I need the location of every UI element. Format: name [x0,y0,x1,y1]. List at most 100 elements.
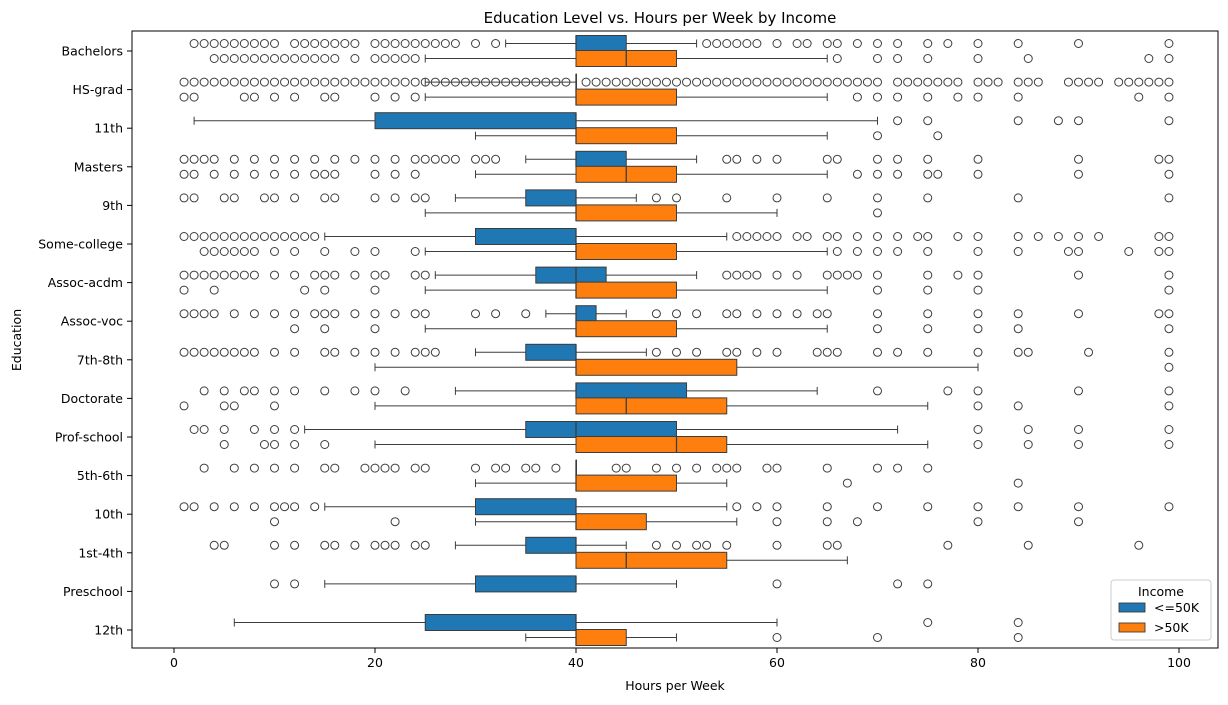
outlier-point [772,77,782,87]
outlier-point [330,270,340,280]
x-axis-label: Hours per Week [625,678,725,693]
outlier-point [239,386,249,396]
outlier-point [239,77,249,87]
outlier-point [1164,401,1174,411]
outlier-point [873,54,882,63]
outlier-point [430,39,440,48]
outlier-point [852,247,862,256]
y-tick-label-assoc-acdm: Assoc-acdm [48,275,123,290]
outlier-point [370,347,380,357]
outlier-point [290,232,300,241]
iqr-box [475,498,577,516]
outlier-point [320,540,330,550]
outlier-point [330,347,340,357]
outlier-point [732,502,742,512]
x-tick-label-20: 20 [367,655,383,670]
outlier-point [209,54,219,63]
outlier-point [229,347,239,357]
outlier-point [1013,92,1023,102]
outlier-point [702,540,712,550]
outlier-point [1074,116,1083,126]
outlier-point [1074,386,1083,396]
outlier-point [249,247,259,256]
outlier-point [280,502,290,512]
outlier-point [400,77,410,87]
y-tick-label-5th-6th: 5th-6th [77,468,123,483]
outlier-point [1164,502,1174,512]
outlier-point [1164,92,1174,102]
outlier-point [189,39,199,48]
outlier-point [189,92,199,102]
outlier-point [772,633,782,642]
box-prof-school-gt50k [219,436,1174,453]
outlier-point [290,440,300,449]
box-5th-6th-gt50k [475,474,1023,492]
outlier-point [360,463,370,473]
outlier-point [330,169,340,179]
iqr-box [575,127,677,145]
outlier-point [380,77,390,87]
y-tick-label-some-college: Some-college [38,237,123,252]
outlier-point [752,77,762,87]
box-7th-8th-gt50k [374,358,1174,376]
box-assoc-voc-gt50k [290,320,1174,338]
outlier-point [822,502,832,512]
outlier-point [270,347,279,357]
outlier-point [973,247,983,256]
outlier-point [320,440,330,449]
outlier-point [893,232,903,241]
outlier-point [219,247,229,256]
outlier-point [1013,193,1023,203]
outlier-point [370,247,380,256]
outlier-point [270,270,279,280]
outlier-point [722,77,732,87]
outlier-point [199,309,209,319]
outlier-point [923,270,933,280]
outlier-point [450,77,460,87]
outlier-point [320,324,330,334]
outlier-point [1164,440,1174,449]
outlier-point [400,54,410,63]
outlier-point [973,425,983,434]
outlier-point [923,39,933,48]
outlier-point [651,347,661,357]
outlier-point [973,54,983,63]
outlier-point [923,285,933,295]
outlier-point [1164,347,1174,357]
outlier-point [732,154,742,164]
outlier-point [430,347,440,357]
outlier-point [179,193,189,203]
outlier-point [973,92,983,102]
outlier-point [1013,309,1023,319]
outlier-point [270,77,279,87]
y-tick-label-prof-school: Prof-school [55,430,123,445]
outlier-point [330,92,340,102]
iqr-box [575,320,677,338]
outlier-point [440,39,450,48]
iqr-box [575,513,647,531]
outlier-point [390,347,400,357]
outlier-point [219,386,229,396]
outlier-point [1023,347,1033,357]
iqr-box [575,358,738,376]
outlier-point [239,54,249,63]
outlier-point [229,77,239,87]
outlier-point [209,270,219,280]
y-axis-ticks: Bachelors HS-grad 11th Masters 9th Some-colle… [38,44,132,638]
outlier-point [270,440,279,449]
outlier-point [873,232,882,241]
outlier-point [270,502,279,512]
outlier-point [330,154,340,164]
outlier-point [651,77,661,87]
outlier-point [852,39,862,48]
outlier-point [410,540,420,550]
outlier-point [179,154,189,164]
outlier-point [973,502,983,512]
outlier-point [973,440,983,449]
box-12th-le50k [233,614,1023,631]
outlier-point [802,232,812,241]
outlier-point [400,386,410,396]
outlier-point [923,247,933,256]
outlier-point [722,193,732,203]
